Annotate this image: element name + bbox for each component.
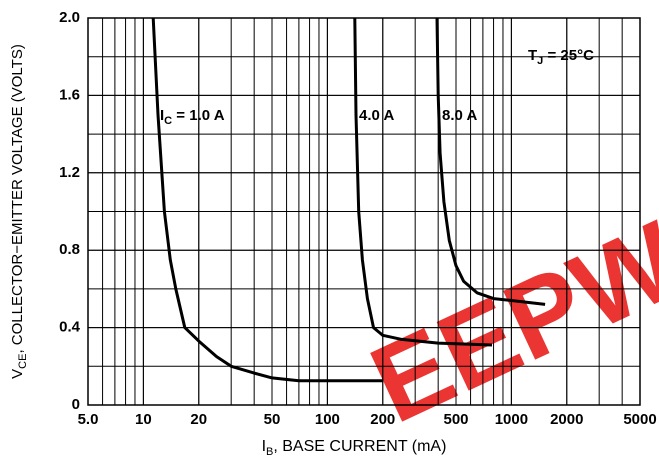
x-tick-label: 200 xyxy=(370,411,395,428)
plot-frame xyxy=(87,17,641,406)
label-rest: , COLLECTOR−EMITTER VOLTAGE (VOLTS) xyxy=(9,44,26,353)
x-tick-label: 50 xyxy=(264,411,281,428)
y-tick-label: 1.6 xyxy=(59,86,80,103)
x-tick-label: 10 xyxy=(135,411,152,428)
label: IB, BASE CURRENT (mA) xyxy=(262,438,447,458)
label-sub: C xyxy=(164,115,172,127)
series-label: 4.0 A xyxy=(359,107,394,124)
y-tick-label: 2.0 xyxy=(59,9,80,26)
x-tick-label: 20 xyxy=(190,411,207,428)
label-sub: J xyxy=(537,55,543,67)
y-tick-label: 0.4 xyxy=(59,319,81,336)
label-sub: B xyxy=(266,446,273,458)
x-tick-label: 1000 xyxy=(495,411,528,428)
label-main: V xyxy=(9,369,26,379)
label-rest: = xyxy=(172,107,189,124)
label-main: I xyxy=(160,107,164,124)
series-line xyxy=(151,17,383,383)
x-tick-label: 2000 xyxy=(550,411,583,428)
series-line xyxy=(353,17,493,347)
label: TJ = 25°C xyxy=(528,47,594,67)
label: IC = 1.0 A xyxy=(160,107,225,127)
label-main: I xyxy=(262,438,266,455)
label-rest: = 25°C xyxy=(543,47,594,64)
watermark: EEPW xyxy=(354,198,659,446)
x-tick-label: 100 xyxy=(315,411,340,428)
x-tick-label: 5.0 xyxy=(78,411,99,428)
x-tick-label: 5000 xyxy=(623,411,656,428)
x-tick-label: 500 xyxy=(443,411,468,428)
y-tick-label: 0 xyxy=(72,396,80,413)
label-extra: 1.0 A xyxy=(189,107,224,124)
series-line xyxy=(435,17,546,306)
label-rest: , BASE CURRENT (mA) xyxy=(273,438,446,455)
label: VCE, COLLECTOR−EMITTER VOLTAGE (VOLTS) xyxy=(9,44,29,379)
label-sub: CE xyxy=(17,354,29,369)
y-tick-label: 1.2 xyxy=(59,164,80,181)
label-main: T xyxy=(528,47,537,64)
y-tick-label: 0.8 xyxy=(59,241,80,258)
series-label: 8.0 A xyxy=(442,107,477,124)
